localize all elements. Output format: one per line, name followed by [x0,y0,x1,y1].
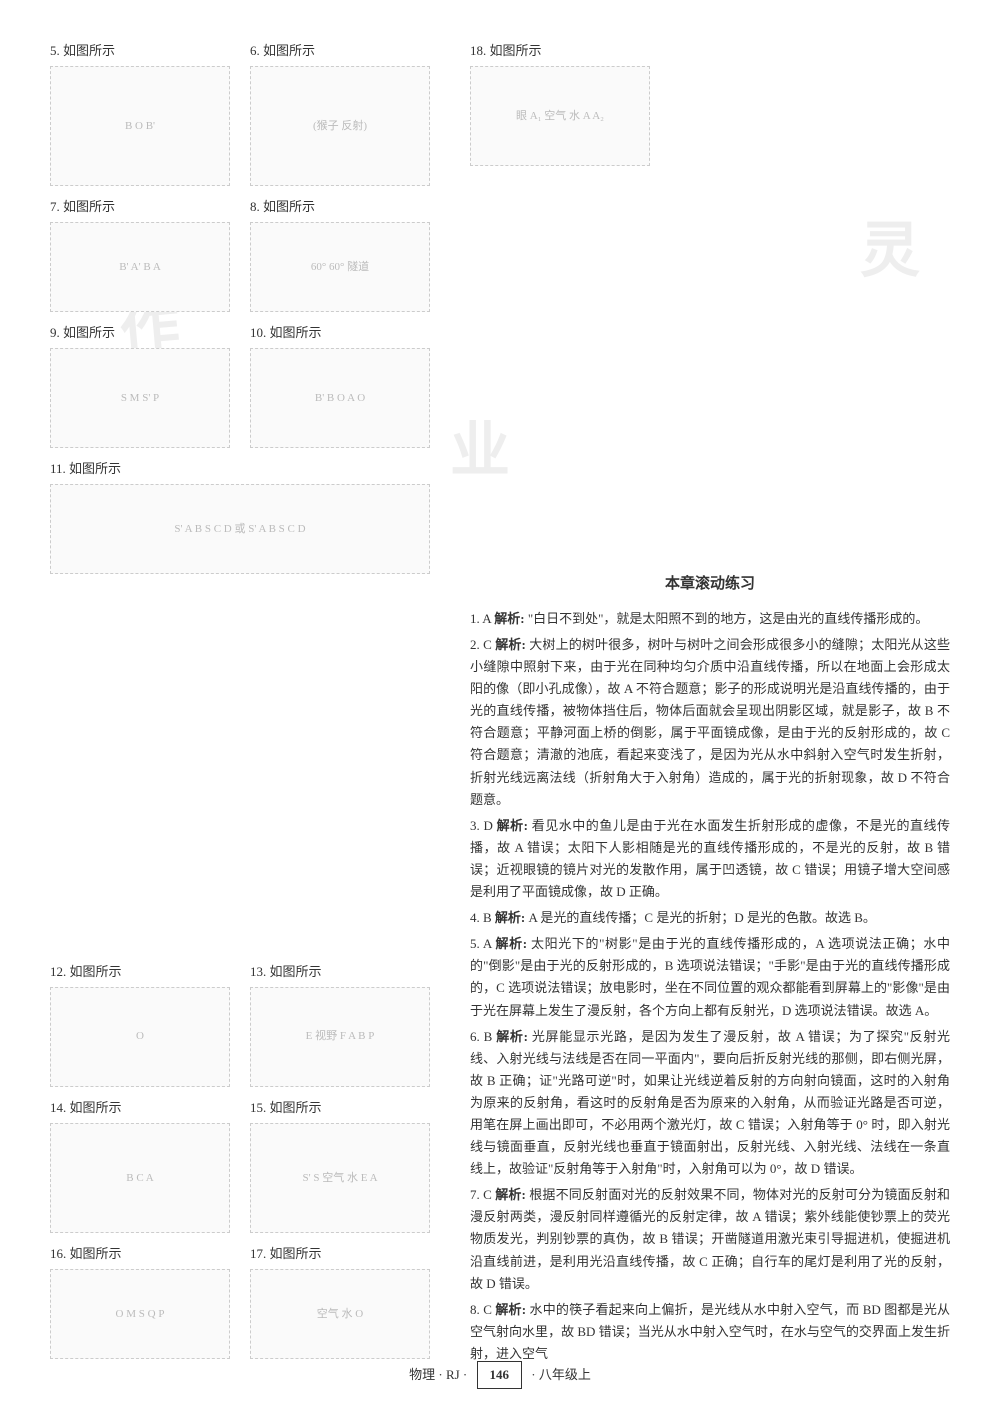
figure-label: 15. 如图所示 [250,1097,430,1119]
figure-label: 10. 如图所示 [250,322,430,344]
figure-diagram: O [50,987,230,1087]
figure-row: 16. 如图所示 O M S Q P 17. 如图所示 空气 水 O [50,1243,430,1359]
section-title: 本章滚动练习 [470,572,950,598]
answer-2: 2. C 解析: 大树上的树叶很多，树叶与树叶之间会形成很多小的缝隙；太阳光从这… [470,634,950,811]
answer-number: 2. C [470,637,492,652]
answer-text: 光屏能显示光路，是因为发生了漫反射，故 A 错误；为了探究"反射光线、入射光线与… [470,1029,950,1177]
figure-5: 5. 如图所示 B O B' [50,40,230,186]
answer-text: 水中的筷子看起来向上偏折，是光线从水中射入空气，而 BD 图都是光从空气射向水里… [470,1302,950,1361]
figure-17: 17. 如图所示 空气 水 O [250,1243,430,1359]
answer-text: A 是光的直线传播；C 是光的折射；D 是光的色散。故选 B。 [529,910,876,925]
answer-number: 5. A [470,936,492,951]
figure-diagram: B O B' [50,66,230,186]
answer-label: 解析: [495,910,525,925]
figure-diagram: S' A B S C D 或 S' A B S C D [50,484,430,574]
page-container: 5. 如图所示 B O B' 6. 如图所示 (猴子 反射) 7. 如图所示 B… [50,40,950,1369]
answer-number: 3. D [470,818,493,833]
figure-diagram: 空气 水 O [250,1269,430,1359]
answer-number: 7. C [470,1187,492,1202]
figure-9: 9. 如图所示 S M S' P [50,322,230,448]
figure-14: 14. 如图所示 B C A [50,1097,230,1233]
figure-13: 13. 如图所示 E 视野 F A B P [250,961,430,1087]
answer-number: 1. A [470,611,491,626]
figure-diagram: S M S' P [50,348,230,448]
answer-3: 3. D 解析: 看见水中的鱼儿是由于光在水面发生折射形成的虚像，不是光的直线传… [470,815,950,903]
figure-label: 7. 如图所示 [50,196,230,218]
figure-16: 16. 如图所示 O M S Q P [50,1243,230,1359]
figure-label: 12. 如图所示 [50,961,230,983]
answer-6: 6. B 解析: 光屏能显示光路，是因为发生了漫反射，故 A 错误；为了探究"反… [470,1026,950,1181]
figure-row: 14. 如图所示 B C A 15. 如图所示 S' S 空气 水 E A [50,1097,430,1233]
figure-8: 8. 如图所示 60° 60° 隧道 [250,196,430,312]
answer-text: 大树上的树叶很多，树叶与树叶之间会形成很多小的缝隙；太阳光从这些小缝隙中照射下来… [470,637,950,807]
footer-grade: · 八年级上 [531,1367,591,1382]
answer-label: 解析: [496,1029,528,1044]
answer-1: 1. A 解析: "白日不到处"，就是太阳照不到的地方，这是由光的直线传播形成的… [470,608,950,630]
figure-row: 12. 如图所示 O 13. 如图所示 E 视野 F A B P [50,961,430,1087]
answer-text: "白日不到处"，就是太阳照不到的地方，这是由光的直线传播形成的。 [528,611,929,626]
figure-diagram: O M S Q P [50,1269,230,1359]
answer-label: 解析: [495,1187,526,1202]
figure-label: 17. 如图所示 [250,1243,430,1265]
answer-5: 5. A 解析: 太阳光下的"树影"是由于光的直线传播形成的，A 选项说法正确；… [470,933,950,1021]
figure-label: 13. 如图所示 [250,961,430,983]
figure-12: 12. 如图所示 O [50,961,230,1087]
figure-diagram: (猴子 反射) [250,66,430,186]
figure-label: 18. 如图所示 [470,40,650,62]
answer-number: 6. B [470,1029,492,1044]
figure-diagram: E 视野 F A B P [250,987,430,1087]
answer-text: 根据不同反射面对光的反射效果不同，物体对光的反射可分为镜面反射和漫反射两类，漫反… [470,1187,950,1290]
figure-7: 7. 如图所示 B' A' B A [50,196,230,312]
figure-diagram: B C A [50,1123,230,1233]
figure-diagram: 眼 A₁ 空气 水 A A₂ [470,66,650,166]
figure-15: 15. 如图所示 S' S 空气 水 E A [250,1097,430,1233]
figure-label: 14. 如图所示 [50,1097,230,1119]
figure-row: 9. 如图所示 S M S' P 10. 如图所示 B' B O A O [50,322,430,448]
figure-11: 11. 如图所示 S' A B S C D 或 S' A B S C D [50,458,430,960]
figure-diagram: B' A' B A [50,222,230,312]
figure-10: 10. 如图所示 B' B O A O [250,322,430,448]
answer-label: 解析: [495,936,527,951]
answer-text: 看见水中的鱼儿是由于光在水面发生折射形成的虚像，不是光的直线传播，故 A 错误；… [470,818,950,899]
answer-label: 解析: [497,818,528,833]
figure-label: 6. 如图所示 [250,40,430,62]
figure-diagram: S' S 空气 水 E A [250,1123,430,1233]
answer-4: 4. B 解析: A 是光的直线传播；C 是光的折射；D 是光的色散。故选 B。 [470,907,950,929]
answer-7: 7. C 解析: 根据不同反射面对光的反射效果不同，物体对光的反射可分为镜面反射… [470,1184,950,1294]
figure-label: 9. 如图所示 [50,322,230,344]
figure-diagram: B' B O A O [250,348,430,448]
footer-subject: 物理 · RJ · [409,1367,467,1382]
left-column: 5. 如图所示 B O B' 6. 如图所示 (猴子 反射) 7. 如图所示 B… [50,40,430,1369]
answer-number: 4. B [470,910,492,925]
answer-label: 解析: [494,611,524,626]
answer-text: 太阳光下的"树影"是由于光的直线传播形成的，A 选项说法正确；水中的"倒影"是由… [470,936,950,1017]
figure-diagram: 60° 60° 隧道 [250,222,430,312]
figure-row: 7. 如图所示 B' A' B A 8. 如图所示 60° 60° 隧道 [50,196,430,312]
answer-label: 解析: [495,1302,526,1317]
answer-8: 8. C 解析: 水中的筷子看起来向上偏折，是光线从水中射入空气，而 BD 图都… [470,1299,950,1365]
right-column: 18. 如图所示 眼 A₁ 空气 水 A A₂ 本章滚动练习 1. A 解析: … [470,40,950,1369]
figure-6: 6. 如图所示 (猴子 反射) [250,40,430,186]
answer-label: 解析: [495,637,526,652]
figure-row: 5. 如图所示 B O B' 6. 如图所示 (猴子 反射) [50,40,430,186]
figure-18: 18. 如图所示 眼 A₁ 空气 水 A A₂ [470,40,650,564]
figure-label: 8. 如图所示 [250,196,430,218]
figure-label: 11. 如图所示 [50,458,430,480]
figure-label: 16. 如图所示 [50,1243,230,1265]
figure-label: 5. 如图所示 [50,40,230,62]
answer-number: 8. C [470,1302,492,1317]
